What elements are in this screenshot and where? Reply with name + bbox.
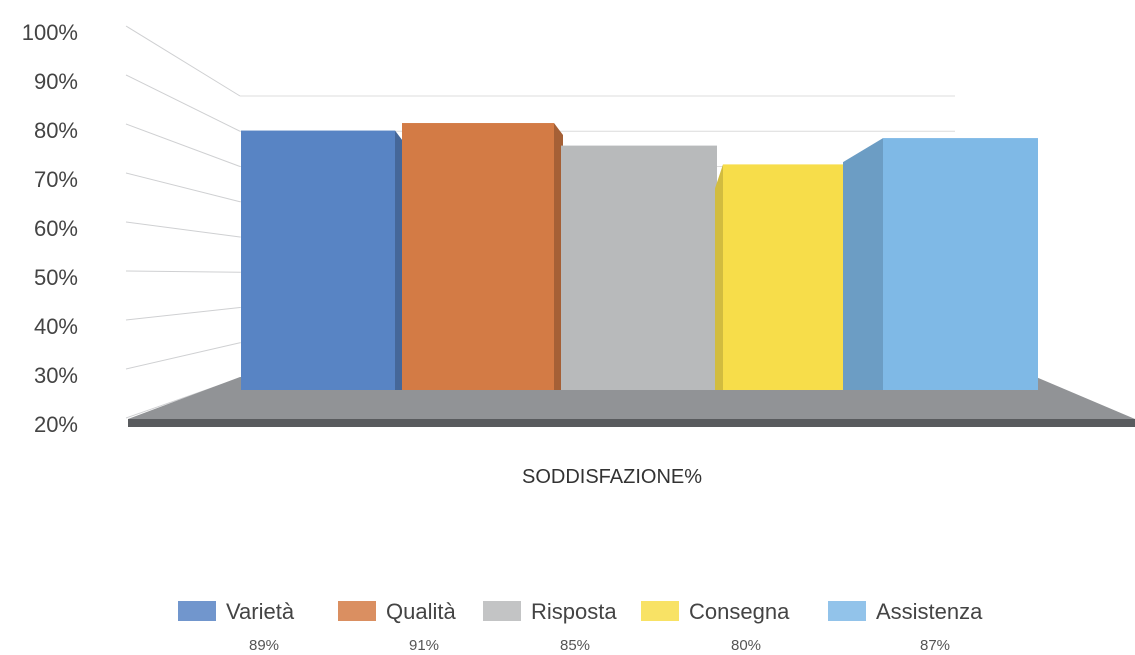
legend: Varietà 89% Qualità 91% Risposta 85% Consegna 8… xyxy=(178,599,983,654)
bar-side xyxy=(395,130,404,390)
gridline xyxy=(125,172,241,203)
bar xyxy=(241,130,404,390)
legend-swatch xyxy=(828,601,866,621)
y-tick-label: 20% xyxy=(34,412,78,437)
y-tick-label: 100% xyxy=(22,20,78,45)
floor-edge xyxy=(128,419,1135,427)
bar xyxy=(402,123,563,390)
bar-front xyxy=(402,123,554,390)
legend-swatch xyxy=(641,601,679,621)
y-axis: 20% 30% 40% 50% 60% 70% 80% 90% 100% xyxy=(22,20,78,437)
data-label: 91% xyxy=(409,637,439,654)
gridline xyxy=(125,25,241,97)
legend-item: Consegna 80% xyxy=(641,599,790,654)
bar-side xyxy=(843,138,883,390)
gridline xyxy=(125,123,241,167)
y-tick-label: 90% xyxy=(34,69,78,94)
x-axis-label: SODDISFAZIONE% xyxy=(522,466,702,488)
y-tick-label: 50% xyxy=(34,265,78,290)
gridline xyxy=(125,221,241,238)
data-label: 85% xyxy=(560,637,590,654)
legend-label: Varietà xyxy=(226,599,295,624)
legend-item: Qualità 91% xyxy=(338,599,456,654)
legend-label: Qualità xyxy=(386,599,456,624)
bar xyxy=(561,145,717,390)
bar xyxy=(843,138,1038,390)
y-tick-label: 40% xyxy=(34,314,78,339)
y-tick-label: 70% xyxy=(34,167,78,192)
legend-swatch xyxy=(483,601,521,621)
gridline xyxy=(125,307,241,321)
bars xyxy=(241,123,1038,390)
bar-side xyxy=(715,164,723,390)
legend-swatch xyxy=(338,601,376,621)
y-tick-label: 30% xyxy=(34,363,78,388)
legend-item: Assistenza 87% xyxy=(828,599,983,654)
legend-item: Risposta 85% xyxy=(483,599,617,654)
bar-front xyxy=(561,145,717,390)
legend-swatch xyxy=(178,601,216,621)
gridline xyxy=(125,270,241,273)
y-tick-label: 60% xyxy=(34,216,78,241)
bar-side xyxy=(554,123,563,390)
y-tick-label: 80% xyxy=(34,118,78,143)
data-label: 80% xyxy=(731,637,761,654)
bar-front xyxy=(241,130,395,390)
legend-item: Varietà 89% xyxy=(178,599,295,654)
data-label: 87% xyxy=(920,637,950,654)
bar-front xyxy=(883,138,1038,390)
legend-label: Risposta xyxy=(531,599,617,624)
gridline xyxy=(125,342,241,370)
legend-label: Assistenza xyxy=(876,599,983,624)
data-label: 89% xyxy=(249,637,279,654)
gridline xyxy=(125,74,241,132)
legend-label: Consegna xyxy=(689,599,790,624)
